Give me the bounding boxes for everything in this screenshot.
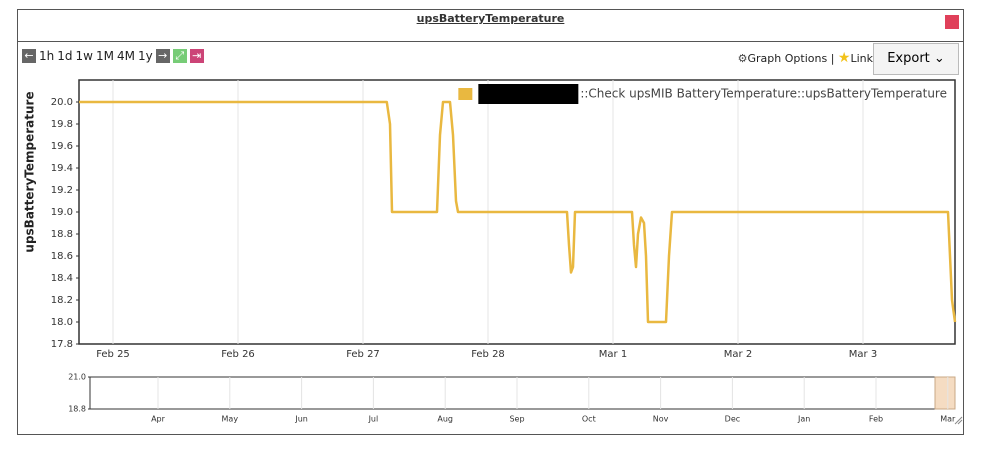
nav-month-label: Apr [151, 415, 166, 424]
close-icon[interactable] [945, 15, 959, 29]
nav-month-label: Nov [653, 415, 669, 424]
nav-month-label: Oct [582, 415, 596, 424]
forward-button[interactable]: → [155, 49, 170, 63]
nav-month-label: Dec [725, 415, 740, 424]
y-tick-label: 18.8 [51, 229, 73, 240]
export-button[interactable]: Export ⌄ [873, 43, 959, 75]
y-axis-label: upsBatteryTemperature [23, 91, 37, 252]
range-button[interactable]: 1d [57, 49, 73, 63]
x-tick-label: Mar 2 [724, 349, 752, 360]
nav-month-label: Feb [869, 415, 883, 424]
navigator-frame [89, 376, 956, 410]
x-tick-label: Mar 1 [599, 349, 627, 360]
nav-month-label: Mar [940, 415, 956, 424]
range-button[interactable]: 1y [137, 49, 153, 63]
toolbar-links: ⚙Graph Options | ★Link [738, 50, 873, 66]
x-tick-label: Feb 28 [471, 349, 505, 360]
resize-handle[interactable] [954, 416, 963, 425]
graph-options[interactable]: Graph Options [747, 52, 828, 65]
graph-panel: upsBatteryTemperature ← 1h 1d 1w 1M 4M 1y → ⤢ ⇥ … [17, 9, 964, 435]
y-tick-label: 18.2 [51, 295, 73, 306]
range-button[interactable]: 4M [116, 49, 135, 63]
toolbar: ← 1h 1d 1w 1M 4M 1y → ⤢ ⇥ ⚙Graph Options | ★Link… [18, 41, 963, 75]
range-buttons: ← 1h 1d 1w 1M 4M 1y → ⤢ ⇥ [22, 49, 204, 63]
range-button[interactable]: 1h [39, 49, 55, 63]
y-tick-label: 19.0 [51, 207, 73, 218]
y-tick-label: 19.4 [51, 163, 73, 174]
graph-title: upsBatteryTemperature [416, 12, 565, 25]
series-line [79, 100, 957, 324]
x-tick-label: Feb 27 [346, 349, 380, 360]
x-tick-label: Mar 3 [849, 349, 877, 360]
legend-label: ::Check upsMIB BatteryTemperature::upsBa… [580, 87, 947, 101]
y-tick-label: 20.0 [51, 97, 73, 108]
y-tick-label: 18.0 [51, 317, 73, 328]
gear-icon: ⚙ [737, 52, 748, 65]
x-tick-label: Feb 25 [96, 349, 130, 360]
back-button[interactable]: ← [22, 49, 36, 63]
nav-month-label: Jul [368, 415, 379, 424]
zoom-icon[interactable]: ⤢ [172, 49, 187, 63]
y-tick-label: 19.6 [51, 141, 73, 152]
legend-swatch [458, 88, 473, 100]
y-tick-label: 19.8 [51, 119, 73, 130]
nav-month-label: May [222, 415, 239, 424]
nav-month-label: Aug [437, 415, 453, 424]
nav-month-label: Jan [797, 415, 810, 424]
nav-y-tick-label: 21.0 [68, 373, 86, 382]
range-button[interactable]: 1M [95, 49, 114, 63]
y-tick-label: 17.8 [51, 339, 73, 350]
export-label: Export [887, 51, 930, 66]
y-tick-label: 19.2 [51, 185, 73, 196]
x-tick-label: Feb 26 [221, 349, 255, 360]
end-icon[interactable]: ⇥ [189, 49, 204, 63]
y-tick-label: 18.4 [51, 273, 73, 284]
separator: | [830, 52, 835, 65]
nav-month-label: Sep [509, 415, 524, 424]
y-tick-label: 18.6 [51, 251, 73, 262]
range-button[interactable]: 1w [75, 49, 93, 63]
nav-month-label: Jun [294, 415, 308, 424]
nav-y-tick-label: 18.8 [68, 405, 86, 414]
star-icon: ★ [837, 50, 851, 66]
navigator-selection[interactable] [934, 376, 956, 410]
legend-redaction [478, 84, 579, 104]
link[interactable]: Link [850, 52, 873, 65]
